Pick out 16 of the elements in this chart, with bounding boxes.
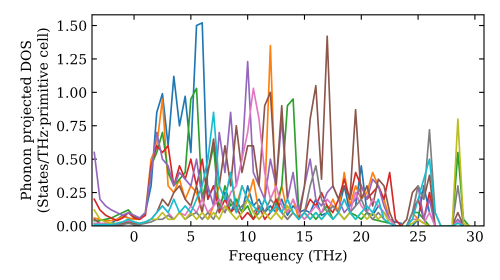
x-tick-label: 30: [467, 231, 483, 242]
y-tick-label: 0.50: [57, 154, 86, 165]
x-tick-label: 0: [130, 231, 138, 242]
x-tick-label: 20: [353, 231, 370, 242]
y-tick-label: 0.25: [57, 188, 86, 198]
x-tick-label: 25: [410, 231, 426, 242]
x-tick-label: 10: [240, 231, 256, 242]
y-tick-label: 1.00: [58, 87, 86, 98]
x-tick-label: 15: [297, 231, 312, 242]
y-tick-label: 0.75: [57, 120, 86, 132]
y-axis-title: Phonon projected DOS (States/THz·primitive cell): [20, 28, 51, 212]
y-tick-label: 0.00: [57, 220, 86, 232]
x-axis-title: Frequency (THz): [229, 250, 346, 264]
y-tick-label: 1.50: [58, 20, 86, 32]
x-tick-label: 5: [188, 231, 194, 242]
y-tick-label: 1.25: [58, 54, 86, 64]
